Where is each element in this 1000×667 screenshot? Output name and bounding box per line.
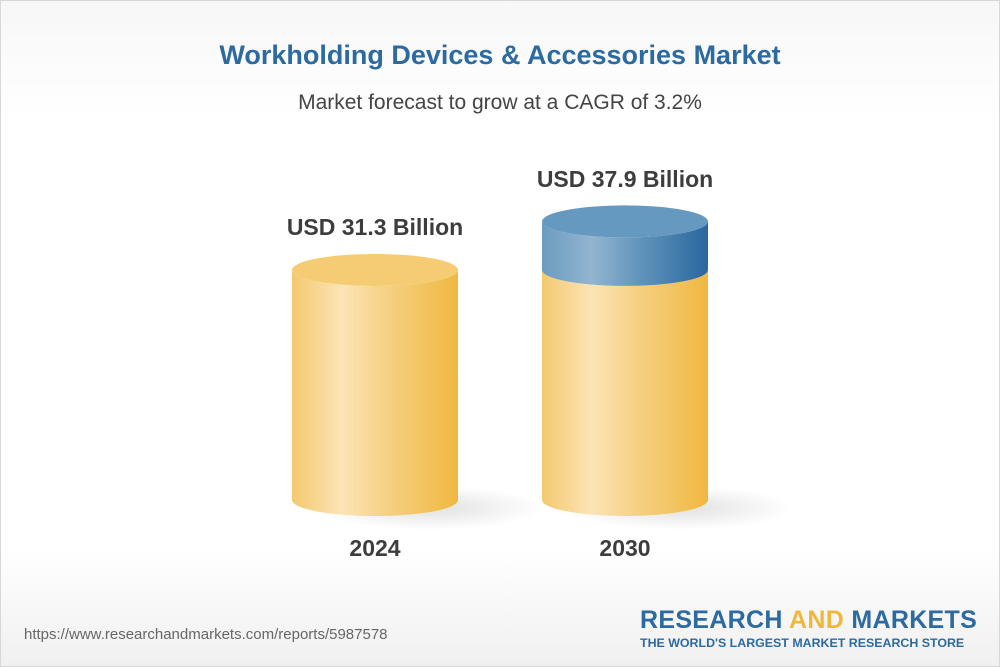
cylinder-body-2024	[292, 269, 458, 516]
report-url[interactable]: https://www.researchandmarkets.com/repor…	[24, 626, 388, 643]
chart-title: Workholding Devices & Accessories Market	[219, 40, 781, 70]
chart-subtitle: Market forecast to grow at a CAGR of 3.2…	[298, 91, 702, 114]
cylinder-growth-2030	[542, 221, 708, 286]
cylinder-body-2030	[542, 269, 708, 516]
category-label-2024: 2024	[349, 535, 400, 561]
cylinder-top-2024	[292, 253, 458, 286]
data-label-2024: USD 31.3 Billion	[287, 214, 463, 240]
category-label-2030: 2030	[599, 535, 650, 561]
cylinder-top-2030	[542, 205, 708, 238]
data-label-2030: USD 37.9 Billion	[537, 166, 713, 192]
research-and-markets-logo: RESEARCH AND MARKETS THE WORLD'S LARGEST…	[640, 606, 978, 650]
